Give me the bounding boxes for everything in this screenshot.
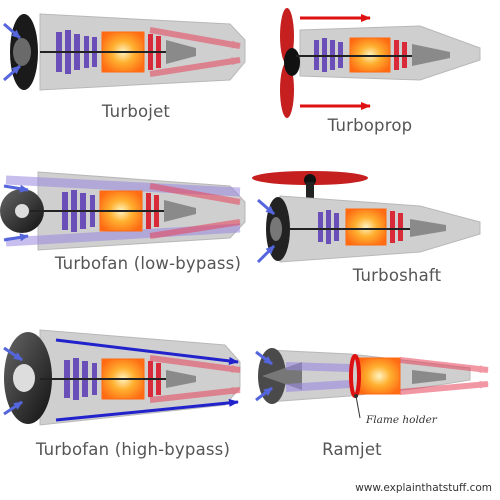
intake-arrow-bottom <box>3 64 21 82</box>
intake-arrow-top <box>3 184 29 193</box>
bypass-flow-top <box>5 175 241 197</box>
intake-arrow-bottom <box>256 244 276 264</box>
exhaust-flow-lower <box>149 57 241 77</box>
intake-arrow-bottom <box>3 233 29 242</box>
intake-arrow-top <box>255 350 273 366</box>
turbojet-engine <box>3 13 246 91</box>
label-ramjet: Ramjet <box>322 440 382 459</box>
label-turbofan-low-bypass: Turbofan (low-bypass) <box>54 254 242 273</box>
propeller-hub <box>284 48 300 76</box>
annotation-flame-holder: Flame holder <box>366 414 437 426</box>
nose-cone <box>13 364 35 392</box>
label-turboprop: Turboprop <box>327 116 413 135</box>
exhaust-flow <box>399 357 489 374</box>
turbine <box>390 211 403 243</box>
bypass-arrow-bottom <box>55 398 239 422</box>
intake-arrow-top <box>3 22 21 40</box>
turbofan-high-bypass-engine <box>3 329 241 426</box>
nose-cone <box>13 38 31 66</box>
intake-arrow-bottom <box>255 386 273 402</box>
bypass-arrow-top <box>55 338 239 365</box>
credit-url: www.explainthatstuff.com <box>355 482 492 494</box>
exhaust-flow-lower <box>149 386 241 403</box>
exhaust-cone <box>166 40 196 64</box>
intake-arrow-bottom <box>3 400 23 416</box>
exhaust-flow-lower <box>149 219 241 239</box>
nose-cone <box>15 204 29 218</box>
ram-air-flow-lower <box>285 380 351 392</box>
exhaust-cone <box>164 200 196 222</box>
exhaust-flow <box>149 355 241 373</box>
intake-arrow-top <box>257 198 275 216</box>
label-turbofan-high-bypass: Turbofan (high-bypass) <box>35 440 231 459</box>
exhaust-cone <box>410 219 446 237</box>
exhaust-flow-lower <box>399 380 489 395</box>
exhaust-flow <box>149 27 241 49</box>
flame-holder-leader-dot <box>354 394 358 398</box>
label-turboshaft: Turboshaft <box>352 266 442 285</box>
exhaust-cone <box>412 44 450 66</box>
ram-air-flow <box>285 362 351 372</box>
exhaust-cone <box>412 370 446 384</box>
compressor <box>318 210 339 244</box>
ramjet-engine <box>255 348 489 419</box>
turboshaft-engine <box>252 171 481 264</box>
combustion-chamber <box>345 208 387 246</box>
exhaust-flow <box>149 183 241 205</box>
label-turbojet: Turbojet <box>101 102 171 121</box>
turboprop-engine <box>280 8 481 118</box>
intake-arrow-top <box>3 346 23 362</box>
nose-cone <box>270 217 282 241</box>
turbofan-low-bypass-engine <box>0 171 246 251</box>
combustion-chamber <box>357 357 401 395</box>
flame-holder-leader <box>355 395 361 419</box>
exhaust-cone <box>166 370 196 388</box>
propeller-blade-bottom <box>280 62 294 118</box>
